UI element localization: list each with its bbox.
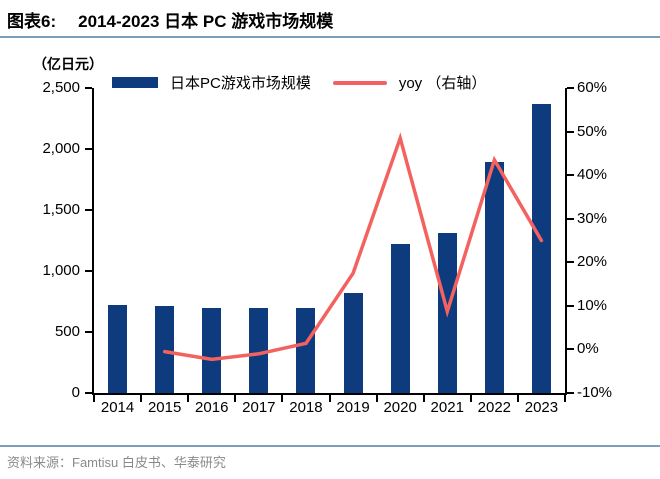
bar-2015 xyxy=(155,305,175,393)
y-axis-label-left: 500 xyxy=(54,323,80,340)
figure-title-text: 2014-2023 日本 PC 游戏市场规模 xyxy=(78,12,334,31)
x-axis-labels: 2014 2015 2016 2017 2018 2019 2020 2021 2022 2023 xyxy=(94,399,565,417)
bar-2017 xyxy=(249,307,269,393)
right-tick xyxy=(567,348,574,351)
y-axis-label-right: 50% xyxy=(577,122,608,140)
legend: 日本PC游戏市场规模 yoy （右轴） xyxy=(112,72,486,93)
legend-label-bar: 日本PC游戏市场规模 xyxy=(170,75,311,92)
left-tick xyxy=(85,331,92,333)
y-axis-label-right: 60% xyxy=(577,79,608,96)
x-axis-line xyxy=(92,393,567,395)
left-tick xyxy=(85,209,92,211)
bar-2019 xyxy=(343,292,363,393)
legend-swatch-line xyxy=(332,80,387,85)
x-axis-label-2014: 2014 xyxy=(100,399,135,416)
x-tick xyxy=(187,395,190,402)
yoy-line xyxy=(162,132,544,362)
x-axis-label-2018: 2018 xyxy=(289,399,323,416)
bar-2018 xyxy=(296,307,316,393)
bar-2016 xyxy=(202,307,222,393)
y-axis-label-left: 1,000 xyxy=(42,262,80,279)
legend-swatch-bar xyxy=(112,77,158,88)
x-axis-label-2019: 2019 xyxy=(336,399,370,416)
title-rule xyxy=(0,36,660,38)
x-tick xyxy=(93,395,95,402)
y-axis-label-left: 1,500 xyxy=(42,201,80,218)
yoy-line-layer xyxy=(162,132,544,362)
x-axis-label-2022: 2022 xyxy=(477,399,512,416)
left-tick xyxy=(85,392,92,394)
x-tick xyxy=(422,395,425,402)
y-axis-unit-label: （亿日元） xyxy=(33,56,103,72)
x-tick xyxy=(564,395,566,402)
y-axis-label-left: 2,500 xyxy=(42,79,80,96)
right-tick xyxy=(567,130,574,133)
x-tick xyxy=(140,395,143,402)
left-tick xyxy=(85,270,92,272)
plot-area xyxy=(85,87,574,402)
right-axis-labels: -10% 0% 10% 20% 30% 40% 50% 60% xyxy=(577,79,647,401)
x-tick xyxy=(375,395,378,402)
x-tick xyxy=(328,395,331,402)
y-axis-label-left: 2,000 xyxy=(42,140,80,157)
right-tick xyxy=(567,217,574,220)
right-axis-line xyxy=(565,88,567,395)
x-axis-label-2016: 2016 xyxy=(195,399,229,416)
y-axis-label-right: -10% xyxy=(577,384,613,401)
bar-2022 xyxy=(484,161,504,393)
right-tick xyxy=(567,87,574,89)
y-axis-label-left: 0 xyxy=(71,384,80,401)
x-tick xyxy=(234,395,237,402)
figure-number: 图表6: xyxy=(7,12,57,31)
right-tick xyxy=(567,392,574,394)
left-axis-labels: 0 500 1,000 1,500 2,000 2,500 xyxy=(0,79,80,401)
y-axis-label-right: 0% xyxy=(577,340,599,358)
y-axis-label-right: 30% xyxy=(577,209,608,227)
chart-title: 图表6: 2014-2023 日本 PC 游戏市场规模 xyxy=(7,7,333,32)
x-tick xyxy=(516,395,519,402)
x-axis-label-2017: 2017 xyxy=(242,399,276,416)
x-axis-label-2023: 2023 xyxy=(524,399,559,416)
legend-label-line: yoy （右轴） xyxy=(398,75,487,92)
left-tick xyxy=(85,148,92,150)
x-tick xyxy=(281,395,284,402)
bar-2023 xyxy=(531,103,551,393)
source-note: 资料来源：Famtisu 白皮书、华泰研究 xyxy=(7,455,226,470)
right-tick xyxy=(567,304,574,307)
y-axis-label-right: 10% xyxy=(577,296,608,314)
x-axis-label-2015: 2015 xyxy=(147,399,182,416)
right-tick xyxy=(567,261,574,264)
y-axis-label-right: 20% xyxy=(577,253,608,271)
right-tick xyxy=(567,174,574,177)
y-axis-label-right: 40% xyxy=(577,166,608,184)
x-tick xyxy=(469,395,472,402)
left-axis-line xyxy=(92,88,94,395)
bar-2014 xyxy=(108,305,128,393)
left-tick xyxy=(85,87,92,89)
bar-2020 xyxy=(390,243,410,393)
footer-rule xyxy=(0,445,660,447)
x-axis-label-2020: 2020 xyxy=(383,399,417,416)
x-axis-label-2021: 2021 xyxy=(430,399,464,416)
